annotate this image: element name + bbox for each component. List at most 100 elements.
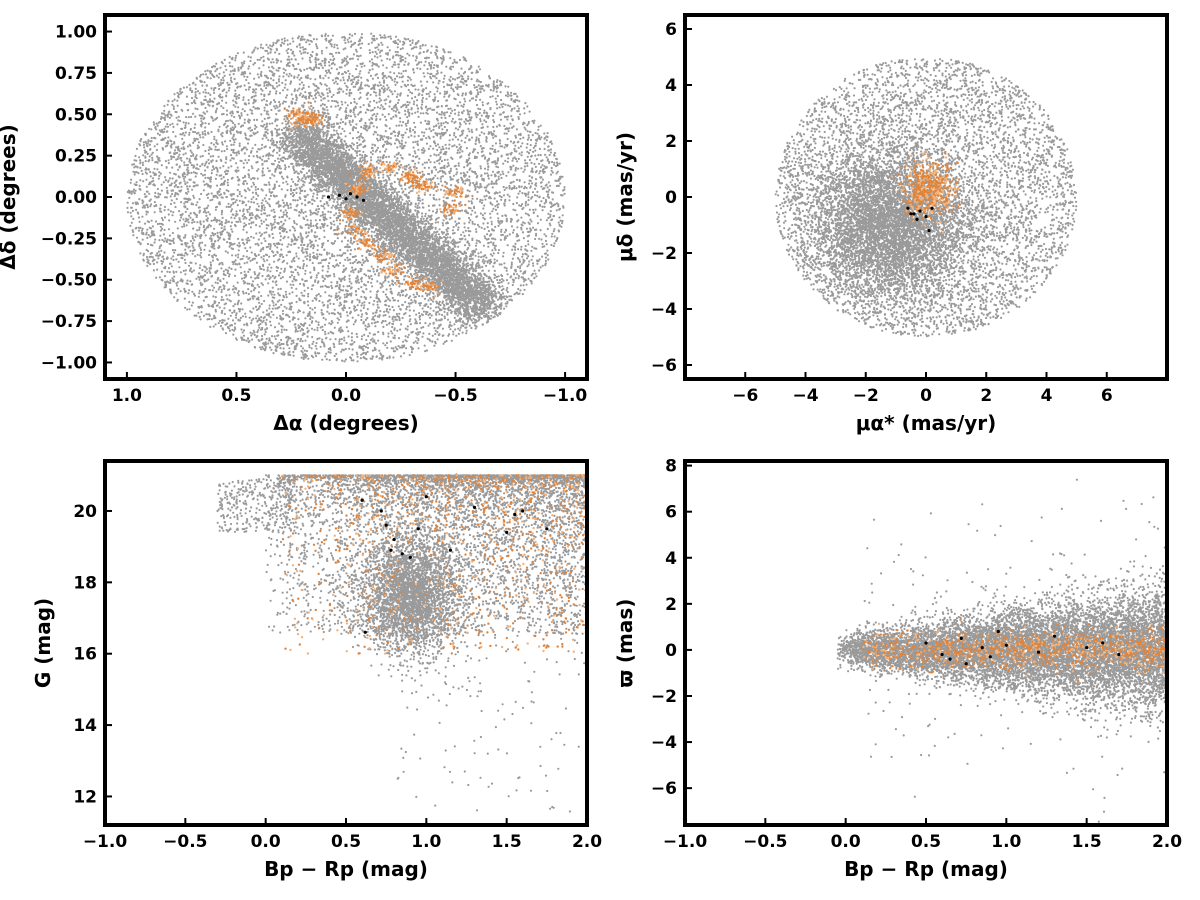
y-tick-label: 6 [665,503,677,523]
y-tick-label: 2 [665,132,677,152]
y-tick-label: 6 [665,20,677,40]
core-member-point [425,495,428,498]
core-member-point [918,209,921,212]
x-tick-label: 0.5 [331,832,361,852]
core-member-point [355,195,358,198]
core-member-point [941,653,944,656]
panel-sky-positions: 1.0 0.5 0.0 −0.5 −1.0−1.00−0.75−0.50−0.250.0… [0,15,587,435]
core-member-point [417,527,420,530]
y-tick-label: 0.75 [55,64,97,84]
x-tick-label: 1.0 [411,832,441,852]
y-tick-label: 2 [665,595,677,615]
core-member-point [927,229,930,232]
x-tick-label: 1.0 [112,386,142,406]
core-member-point [1005,644,1008,647]
x-tick-label: −2 [853,386,879,406]
y-tick-label: −4 [651,300,677,320]
panel-color-magnitude: −1.0 −0.5 0.0 0.5 1.0 1.5 2.0 12 14 16 18 20 Bp − Rp… [31,461,602,881]
y-tick-label: 4 [665,549,677,569]
core-member-point [409,556,412,559]
core-member-point [1117,653,1120,656]
scatter-points [837,479,1177,853]
core-member-point [909,212,912,215]
y-tick-label: 0 [665,188,677,208]
core-member-point [924,215,927,218]
core-member-point [449,549,452,552]
y-tick-label: 20 [73,502,97,522]
scatter-points [775,58,1078,337]
core-member-point [393,538,396,541]
y-tick-label: 12 [73,787,97,807]
core-member-point [364,631,367,634]
y-tick-label: 14 [73,716,97,736]
x-axis-title: Bp − Rp (mag) [844,857,1008,881]
core-member-point [380,509,383,512]
x-tick-label: 1.5 [492,832,522,852]
core-member-point [389,549,392,552]
core-member-point [981,646,984,649]
x-tick-label: 0.5 [221,386,251,406]
x-tick-label: −1.0 [83,832,128,852]
x-tick-label: 1.0 [991,832,1021,852]
x-tick-label: 4 [1041,386,1053,406]
core-member-point [997,630,1000,633]
core-member-point [521,509,524,512]
core-member-point [349,192,352,195]
x-tick-label: −0.5 [163,832,207,852]
y-tick-label: 4 [665,76,677,96]
x-tick-label: 0.0 [251,832,281,852]
core-member-point [924,641,927,644]
core-member-point [949,658,952,661]
y-axis-title: Δδ (degrees) [0,124,20,270]
x-tick-label: 2.0 [572,832,602,852]
x-tick-label: 0.5 [911,832,941,852]
core-member-point [361,499,364,502]
core-member-point [513,513,516,516]
y-tick-label: −1.00 [41,353,97,373]
scatter-points [216,473,596,812]
core-member-point [965,662,968,665]
x-tick-label: 2.0 [1152,832,1182,852]
x-tick-label: 0.0 [331,386,361,406]
core-member-point [327,195,330,198]
y-tick-label: −6 [651,356,677,376]
x-axis-title: μα* (mas/yr) [856,411,997,435]
y-tick-label: −0.50 [41,271,97,291]
y-tick-label: 18 [73,573,97,593]
x-tick-label: 6 [1101,386,1113,406]
y-tick-label: 8 [665,457,677,477]
field-star-points [216,473,596,812]
y-tick-label: 16 [73,645,97,665]
y-tick-label: 1.00 [55,23,97,43]
core-member-point [989,655,992,658]
x-tick-label: 1.5 [1072,832,1102,852]
core-member-point [545,527,548,530]
y-tick-label: 0 [665,641,677,661]
y-tick-label: −0.25 [41,229,97,249]
field-star-points [775,58,1078,337]
y-tick-label: −4 [651,733,677,753]
x-tick-label: −1.0 [543,386,588,406]
x-tick-label: −4 [792,386,818,406]
scatter-points [126,33,565,363]
core-member-point [401,552,404,555]
core-member-point [473,506,476,509]
x-tick-label: 2 [980,386,992,406]
x-axis-title: Bp − Rp (mag) [264,857,428,881]
core-member-point [1101,641,1104,644]
y-tick-label: 0.00 [55,188,97,208]
core-member-point [362,199,365,202]
core-member-point [344,197,347,200]
y-axis-title: μδ (mas/yr) [613,132,637,262]
x-tick-label: 0 [920,386,932,406]
x-tick-label: 0.0 [831,832,861,852]
y-tick-label: 0.50 [55,105,97,125]
core-member-point [930,207,933,210]
x-tick-label: −1.0 [663,832,708,852]
y-tick-label: −2 [651,687,677,707]
core-member-point [912,212,915,215]
core-member-point [505,531,508,534]
